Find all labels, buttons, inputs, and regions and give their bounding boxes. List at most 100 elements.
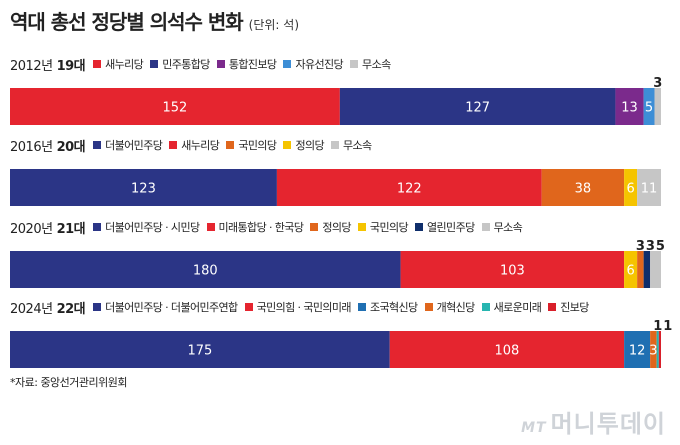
legend-item: 새누리당 — [169, 137, 220, 153]
value-label: 5 — [656, 239, 665, 254]
election-year: 2016년 20대 — [10, 136, 86, 155]
legend-swatch — [244, 303, 253, 311]
bar-segment — [650, 331, 657, 368]
legend-swatch — [93, 303, 102, 311]
legend-swatch — [350, 60, 359, 68]
legend-item: 민주통합당 — [150, 56, 210, 72]
legend-label: 국민의힘 · 국민의미래 — [256, 301, 352, 314]
bar-segment — [339, 88, 616, 125]
bar-segment — [276, 169, 542, 206]
legend-swatch — [481, 303, 490, 311]
legend-item: 국민의당 — [226, 137, 277, 153]
legend-label: 통합진보당 — [228, 58, 277, 71]
election-0: 2012년 19대 새누리당 민주통합당 통합진보당 자유선진당 무소속 152 127 13 5… — [10, 55, 670, 125]
value-label: 3 — [649, 344, 657, 359]
legend-label: 조국혁신당 — [369, 301, 418, 314]
bar-segment — [650, 251, 661, 288]
stacked-bar: 180 103 63 3 5 — [10, 239, 665, 288]
election-year: 2024년 22대 — [10, 298, 86, 317]
legend-item: 새누리당 — [93, 56, 144, 72]
year-text: 2024년 — [10, 301, 53, 317]
legend-label: 국민의당 — [238, 139, 277, 152]
legend-label: 개혁신당 — [436, 301, 476, 314]
legend-swatch — [310, 223, 319, 231]
value-label: 3 — [636, 239, 645, 254]
legend-label: 더불어민주당 — [105, 139, 163, 152]
legend-swatch — [93, 60, 102, 68]
election-3: 2024년 22대 더불어민주당 · 더불어민주연합 국민의힘 · 국민의미래 조국혁… — [10, 298, 672, 368]
bar-segment — [10, 331, 390, 368]
election-year: 2020년 21대 — [10, 218, 86, 237]
legend-item: 새로운미래 — [481, 299, 542, 315]
bar-segment — [10, 88, 340, 125]
value-label: 13 — [621, 101, 638, 116]
legend-item: 더불어민주당 · 더불어민주연합 — [93, 299, 238, 315]
value-label: 122 — [397, 182, 422, 197]
legend-item: 개혁신당 — [424, 299, 476, 315]
legend-label: 민주통합당 — [162, 58, 210, 71]
stacked-bar: 123 122 38 6 11 — [10, 169, 661, 206]
chart-title: 역대 총선 정당별 의석수 변화 (단위: 석) — [10, 6, 299, 35]
legend-item: 자유선진당 — [283, 56, 344, 72]
legend-swatch — [548, 303, 557, 311]
legend-item: 정의당 — [283, 137, 325, 153]
bar-segment — [400, 251, 625, 288]
legend-label: 진보당 — [560, 301, 589, 314]
election-year: 2012년 19대 — [10, 55, 86, 74]
legend-label: 열린민주당 — [427, 221, 475, 234]
bar-segment — [654, 88, 661, 125]
bar-segment — [624, 331, 651, 368]
legend-swatch — [283, 141, 292, 149]
legend-label: 무소속 — [493, 221, 523, 234]
value-label: 127 — [465, 101, 490, 116]
legend-item: 더불어민주당 — [93, 137, 163, 153]
legend-swatch — [216, 60, 225, 68]
legend-item: 무소속 — [481, 219, 523, 235]
legend-label: 더불어민주당 · 시민당 — [105, 221, 200, 234]
legend-label: 새누리당 — [181, 139, 220, 152]
legend-label: 새누리당 — [105, 58, 144, 71]
value-label: 108 — [495, 344, 520, 359]
legend-label: 무소속 — [343, 139, 372, 152]
watermark-logo: MT 머니투데이 — [521, 404, 666, 439]
watermark-text: 머니투데이 — [550, 410, 666, 438]
legend-item: 정의당 — [310, 219, 352, 235]
legend-swatch — [481, 223, 490, 231]
session-text: 22대 — [52, 301, 86, 317]
legend-item: 무소속 — [350, 56, 391, 72]
legend-label: 무소속 — [362, 58, 391, 71]
legend-swatch — [357, 303, 366, 311]
value-label: 6 — [626, 182, 634, 197]
year-text: 2016년 — [10, 139, 53, 155]
bar-segment — [624, 251, 638, 288]
value-label: 6 — [626, 264, 634, 279]
bar-segment — [624, 169, 638, 206]
bar-segment — [389, 331, 625, 368]
legend-item: 미래통합당 · 한국당 — [206, 219, 304, 235]
unit-label: (단위: 석) — [248, 18, 299, 32]
legend-swatch — [206, 223, 215, 231]
legend-label: 정의당 — [322, 221, 351, 234]
legend-item: 무소속 — [331, 137, 372, 153]
legend: 2016년 20대 더불어민주당 새누리당 국민의당 정의당 무소속 — [10, 136, 379, 155]
stacked-bar: 175 108 12 31 1 — [10, 319, 672, 368]
legend-label: 새로운미래 — [493, 301, 542, 314]
bar-segment — [643, 251, 651, 288]
legend-swatch — [283, 60, 292, 68]
value-label: 5 — [645, 101, 653, 116]
legend-swatch — [93, 223, 102, 231]
value-label: 12 — [629, 344, 646, 359]
legend-swatch — [226, 141, 235, 149]
value-label: 1 — [653, 319, 662, 334]
legend-item: 국민의힘 · 국민의미래 — [244, 299, 352, 315]
bar-segment — [615, 88, 644, 125]
value-label: 3 — [653, 76, 662, 91]
legend-item: 열린민주당 — [415, 219, 475, 235]
year-text: 2020년 — [10, 221, 53, 237]
legend-label: 더불어민주당 · 더불어민주연합 — [105, 301, 238, 314]
bar-segment — [656, 331, 659, 368]
source-note: *자료: 중앙선거관리위원회 — [10, 376, 128, 389]
legend: 2024년 22대 더불어민주당 · 더불어민주연합 국민의힘 · 국민의미래 조국혁… — [10, 298, 596, 317]
legend: 2012년 19대 새누리당 민주통합당 통합진보당 자유선진당 무소속 — [10, 55, 398, 74]
bar-segment — [637, 251, 644, 288]
